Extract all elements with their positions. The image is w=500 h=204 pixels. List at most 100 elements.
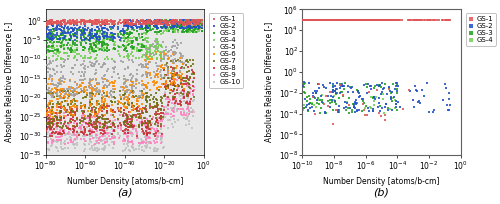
GS-6 [139, 96, 147, 99]
GS-3 [171, 19, 179, 22]
GS-5 [178, 56, 186, 60]
GS-6 [130, 84, 138, 87]
GS-1 [338, 18, 346, 21]
GS-6 [44, 103, 52, 106]
GS-5 [55, 82, 63, 85]
GS-8 [70, 124, 78, 127]
GS-4 [138, 35, 145, 39]
GS-8 [184, 93, 192, 96]
GS-2 [69, 30, 77, 33]
GS-8 [64, 128, 72, 131]
GS-4 [97, 41, 105, 44]
GS-10 [80, 127, 88, 131]
GS-9 [92, 115, 100, 118]
GS-3 [84, 39, 92, 42]
GS-7 [166, 91, 174, 94]
GS-7 [124, 113, 132, 116]
GS-3 [101, 49, 109, 52]
GS-3 [70, 34, 78, 37]
GS-8 [49, 123, 57, 126]
GS-3 [140, 45, 148, 49]
GS-4 [198, 27, 206, 30]
GS-4 [186, 20, 194, 23]
GS-2 [174, 26, 182, 29]
GS-10 [108, 128, 116, 131]
GS-10 [53, 122, 61, 125]
GS-9 [44, 124, 52, 128]
GS-7 [69, 91, 77, 94]
GS-1 [364, 18, 372, 21]
GS-3 [84, 34, 92, 38]
GS-10 [144, 123, 152, 127]
GS-7 [138, 122, 145, 125]
GS-6 [198, 19, 205, 22]
GS-7 [122, 116, 130, 120]
GS-7 [98, 114, 106, 117]
GS-5 [146, 52, 154, 55]
GS-7 [154, 109, 162, 112]
GS-1 [354, 18, 362, 21]
GS-9 [178, 114, 186, 117]
GS-4 [164, 20, 172, 23]
GS-9 [170, 114, 177, 117]
GS-7 [88, 97, 96, 101]
GS-8 [98, 133, 106, 136]
X-axis label: Number Density [atoms/b-cm]: Number Density [atoms/b-cm] [324, 177, 440, 186]
GS-5 [56, 83, 64, 86]
GS-3 [168, 20, 175, 23]
GS-1 [60, 18, 68, 21]
GS-6 [132, 82, 140, 85]
GS-1 [136, 19, 144, 22]
GS-2 [70, 35, 78, 38]
GS-3 [82, 46, 90, 50]
GS-6 [148, 57, 156, 60]
GS-3 [185, 25, 193, 28]
GS-3 [324, 100, 332, 103]
GS-1 [162, 19, 170, 22]
GS-3 [146, 28, 154, 31]
GS-2 [170, 21, 177, 24]
GS-5 [72, 92, 80, 96]
GS-8 [130, 105, 138, 108]
GS-6 [161, 64, 169, 67]
GS-4 [170, 29, 177, 33]
GS-10 [139, 132, 147, 135]
GS-10 [157, 136, 165, 140]
GS-1 [424, 18, 432, 21]
GS-5 [128, 88, 136, 91]
GS-7 [124, 102, 132, 105]
GS-7 [170, 69, 177, 72]
GS-8 [78, 107, 86, 110]
GS-6 [194, 26, 202, 29]
GS-8 [154, 118, 162, 122]
GS-1 [332, 109, 340, 112]
GS-3 [93, 31, 101, 34]
GS-7 [71, 93, 79, 97]
GS-6 [194, 23, 202, 27]
GS-7 [104, 120, 112, 123]
GS-1 [364, 18, 372, 21]
GS-7 [119, 93, 127, 96]
GS-1 [192, 23, 200, 26]
GS-3 [44, 45, 52, 49]
GS-3 [58, 32, 66, 35]
GS-5 [169, 45, 177, 48]
GS-3 [168, 25, 175, 29]
GS-5 [47, 93, 55, 96]
GS-1 [442, 18, 450, 21]
GS-1 [344, 18, 352, 21]
GS-1 [303, 18, 311, 21]
GS-8 [56, 105, 64, 108]
GS-1 [378, 18, 386, 21]
GS-8 [146, 120, 154, 123]
GS-6 [132, 99, 140, 102]
GS-8 [108, 110, 116, 113]
GS-9 [86, 127, 94, 130]
GS-9 [90, 123, 98, 126]
GS-1 [62, 22, 70, 26]
GS-1 [140, 20, 148, 23]
GS-5 [48, 82, 56, 85]
GS-8 [120, 108, 128, 111]
GS-8 [180, 97, 188, 100]
GS-2 [192, 21, 200, 24]
